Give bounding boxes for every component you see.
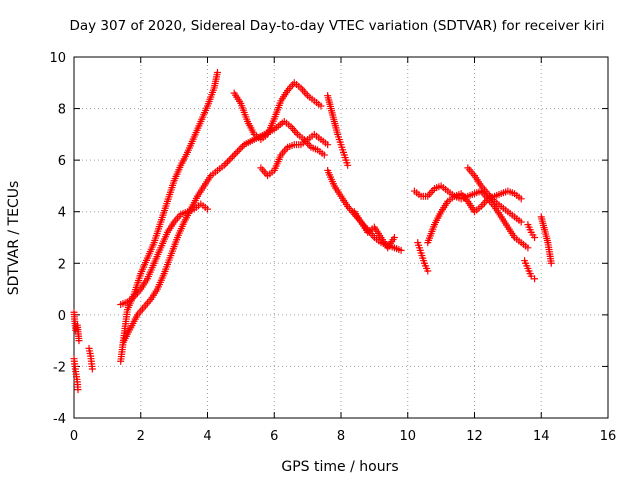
y-tick-label: 10 xyxy=(49,51,66,66)
series-arc-k xyxy=(350,208,398,252)
y-tick-label: 4 xyxy=(58,206,66,221)
data-point xyxy=(547,259,555,267)
series-arc-r xyxy=(537,213,555,267)
data-point xyxy=(232,149,240,157)
data-point xyxy=(204,205,211,213)
data-point xyxy=(390,234,398,241)
data-point xyxy=(517,195,525,203)
x-tick-label: 16 xyxy=(600,429,617,444)
series-arc-h xyxy=(257,130,332,180)
data-point xyxy=(230,151,238,159)
series-arc-c xyxy=(85,344,96,373)
data-point xyxy=(239,142,247,150)
data-point xyxy=(531,234,539,241)
series-arc-e xyxy=(117,200,211,309)
x-tick-label: 8 xyxy=(337,429,345,444)
series-arc-a xyxy=(70,308,83,345)
data-point xyxy=(235,146,243,154)
data-point xyxy=(214,68,222,76)
data-point xyxy=(88,365,96,373)
series-arc-b xyxy=(70,355,82,394)
series-arc-q xyxy=(524,221,539,241)
x-tick-label: 6 xyxy=(270,429,278,444)
y-tick-label: -2 xyxy=(53,360,66,375)
y-tick-label: 2 xyxy=(58,257,66,272)
data-point xyxy=(524,244,532,252)
series-arc-m xyxy=(414,239,432,275)
data-point xyxy=(220,161,228,169)
data-point xyxy=(531,275,539,283)
x-tick-label: 14 xyxy=(533,429,550,444)
series-arc-o xyxy=(464,164,525,226)
x-tick-label: 12 xyxy=(466,429,483,444)
data-point xyxy=(234,148,242,156)
y-tick-label: 0 xyxy=(58,309,66,324)
data-point xyxy=(397,246,405,254)
data-point xyxy=(237,144,245,152)
data-point xyxy=(424,267,432,275)
x-tick-label: 10 xyxy=(399,429,416,444)
y-tick-label: -4 xyxy=(53,412,66,427)
data-point xyxy=(324,141,332,149)
chart-title: Day 307 of 2020, Sidereal Day-to-day VTE… xyxy=(69,18,604,34)
x-tick-label: 4 xyxy=(203,429,211,444)
x-axis-label: GPS time / hours xyxy=(281,459,398,475)
data-point xyxy=(229,153,237,161)
data-point xyxy=(320,151,328,159)
y-axis-label: SDTVAR / TECUs xyxy=(6,181,22,296)
data-point xyxy=(227,154,235,162)
x-tick-label: 2 xyxy=(137,429,145,444)
data-point xyxy=(344,161,352,169)
data-point xyxy=(75,337,83,345)
data-point xyxy=(74,386,82,394)
data-point xyxy=(317,102,325,110)
data-point xyxy=(225,156,233,164)
data-point xyxy=(517,218,525,226)
series-arc-i xyxy=(324,92,352,169)
y-tick-label: 6 xyxy=(58,154,66,169)
series-arc-f xyxy=(120,117,328,345)
y-tick-label: 8 xyxy=(58,103,66,118)
data-points xyxy=(70,68,555,394)
data-point xyxy=(224,158,232,166)
axis-ticks: 0 2 4 6 8 10 12 14 16 -4 -2 0 2 4 6 8 10 xyxy=(49,51,616,444)
series-arc-g xyxy=(230,79,325,144)
x-tick-label: 0 xyxy=(70,429,78,444)
series-arc-p xyxy=(521,257,539,283)
data-point xyxy=(222,160,230,168)
